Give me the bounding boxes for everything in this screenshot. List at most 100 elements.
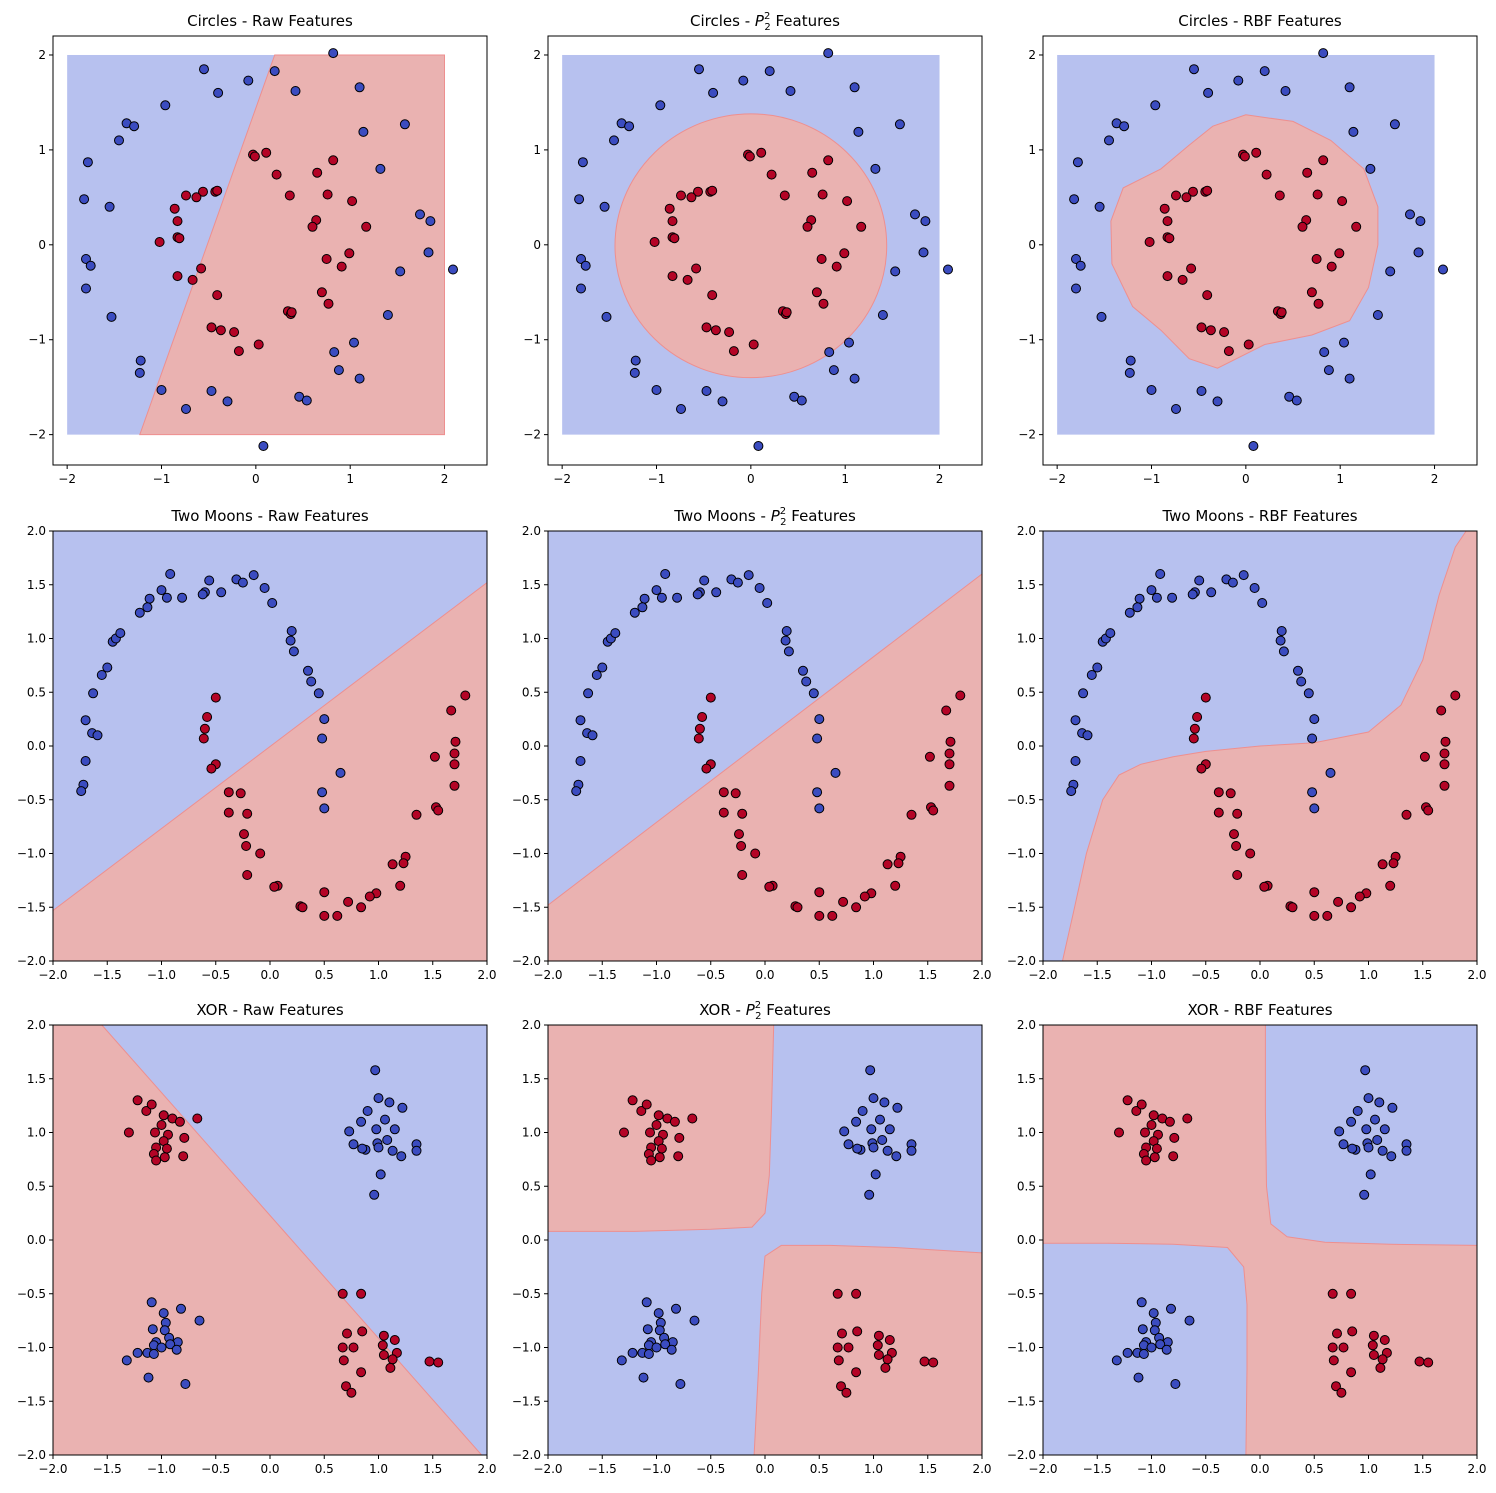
point-class0 [651,385,662,395]
x-tick-label: 1.0 [1359,968,1378,982]
point-class1 [187,274,198,285]
point-class0 [1134,593,1145,604]
point-class1 [1162,216,1173,227]
point-class1 [833,1355,844,1366]
point-class0 [389,1124,400,1135]
point-class0 [1361,1124,1372,1135]
point-class0 [1082,730,1093,741]
point-class0 [868,1142,879,1153]
point-class1 [1439,748,1450,759]
point-class1 [1423,1357,1434,1368]
panel-moons-rbf: −2.0 −1.5 −1.0 −0.5 0.0 0.5 1.0 1.5 2.0 −2.0 −1.5 −… [1007,507,1487,982]
point-class1 [1189,723,1200,734]
point-class0 [1370,1114,1380,1125]
point-class1 [1440,736,1451,747]
point-class0 [1438,264,1448,275]
point-class0 [354,373,365,384]
point-class0 [918,247,929,258]
point-class0 [1325,767,1336,778]
x-tick-label: −1.0 [642,1462,671,1476]
point-class0 [877,1135,888,1145]
x-tick-label: −2.0 [1028,1462,1057,1476]
point-class0 [1377,1145,1388,1156]
point-class1 [233,346,244,357]
point-class0 [306,676,317,687]
point-class1 [196,263,207,274]
point-class1 [1245,848,1256,859]
y-tick-label: −1.5 [512,900,541,914]
y-tick-label: −2 [523,428,541,442]
point-class1 [284,190,295,201]
point-class1 [1326,261,1337,272]
point-class0 [129,121,140,132]
point-class0 [165,1339,176,1350]
point-class0 [96,670,107,680]
decision-regions [67,54,445,436]
point-class1 [389,1335,400,1345]
point-class0 [877,310,888,320]
point-class1 [361,221,372,232]
x-tick-label: 2.0 [477,1462,496,1476]
point-class1 [872,1340,883,1351]
x-tick-label: 0.5 [315,968,334,982]
point-class0 [76,786,87,797]
point-class1 [814,887,825,898]
point-class1 [1169,1132,1180,1143]
x-tick-label: 0.0 [755,968,774,982]
y-tick-label: −1.5 [17,1394,46,1408]
point-class0 [1276,626,1287,636]
point-class0 [711,587,722,598]
point-class0 [1196,386,1207,396]
point-class0 [328,48,339,59]
point-class0 [575,756,586,766]
x-tick-label: −1 [648,472,666,486]
point-class1 [686,192,697,203]
point-class1 [1423,805,1434,816]
point-class0 [754,583,765,593]
point-class1 [694,723,705,734]
point-class1 [328,155,339,166]
point-class1 [1251,147,1262,158]
x-tick-label: −2.0 [533,968,562,982]
point-class0 [890,266,901,277]
point-class1 [832,1288,843,1299]
point-class0 [1365,1169,1376,1180]
point-class1 [823,155,834,166]
point-class1 [1202,185,1213,196]
y-tick-label: 2 [533,48,541,62]
point-class0 [176,1303,186,1314]
point-class1 [705,692,716,703]
point-class1 [356,1288,367,1299]
point-class0 [574,194,585,205]
point-class0 [1248,441,1259,451]
point-class1 [344,248,355,259]
point-class1 [338,1355,349,1366]
point-class0 [823,48,834,59]
point-class1 [206,763,217,774]
title-math-sub: 2 [780,517,786,528]
point-class1 [337,1288,348,1299]
point-class1 [322,189,333,200]
point-class0 [868,1093,879,1104]
x-tick-label: 0.0 [1250,1462,1269,1476]
point-class1 [906,809,917,820]
point-class1 [1232,808,1243,819]
point-class0 [147,1324,158,1335]
title-math-sub: 2 [764,22,770,33]
point-class1 [346,1387,357,1398]
point-class1 [837,1328,847,1339]
y-tick-label: 2.0 [522,524,541,538]
point-class0 [159,1325,170,1336]
point-class0 [375,163,386,174]
y-tick-label: 0 [38,238,46,252]
point-class0 [671,1303,681,1314]
point-class0 [160,100,171,111]
point-class1 [691,263,702,274]
point-class0 [610,628,621,639]
point-class1 [449,748,460,759]
y-tick-label: −2 [1018,428,1036,442]
point-class0 [738,75,749,86]
point-class0 [144,593,155,604]
point-class1 [174,1116,185,1127]
point-class0 [1070,756,1081,766]
